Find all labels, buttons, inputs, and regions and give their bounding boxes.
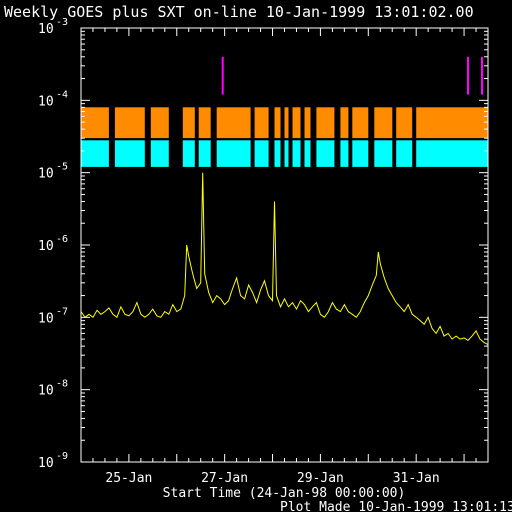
y-tick-label-3: 10 [38, 239, 54, 254]
sxt-band-1-segment-0 [81, 140, 109, 167]
y-tick-exponent-6: -9 [56, 451, 68, 462]
x-tick-label-0: 25-Jan [105, 471, 152, 486]
sxt-band-1-segment-12 [340, 140, 349, 167]
sxt-band-1-segment-9 [292, 140, 301, 167]
sxt-band-1-segment-5 [216, 140, 251, 167]
sxt-band-1-segment-14 [374, 140, 393, 167]
x-tick-label-1: 27-Jan [201, 471, 248, 486]
sxt-band-1-segment-7 [274, 140, 281, 167]
sxt-band-1-segment-4 [198, 140, 211, 167]
y-tick-label-5: 10 [38, 384, 54, 399]
sxt-band-0-segment-14 [374, 107, 393, 139]
x-axis-label: Start Time (24-Jan-98 00:00:00) [163, 486, 406, 501]
sxt-band-1-segment-3 [182, 140, 195, 167]
sxt-band-0-segment-3 [182, 107, 195, 139]
sxt-band-0-segment-8 [284, 107, 289, 139]
x-tick-label-3: 31-Jan [393, 471, 440, 486]
sxt-band-0-segment-0 [81, 107, 109, 139]
sxt-band-0-segment-7 [274, 107, 281, 139]
sxt-band-0-segment-5 [216, 107, 251, 139]
plot-frame [80, 27, 489, 463]
sxt-band-0-segment-6 [254, 107, 269, 139]
y-tick-exponent-3: -6 [56, 234, 68, 245]
sxt-band-0-segment-12 [340, 107, 349, 139]
sxt-coverage-bands [81, 107, 488, 167]
sxt-band-1-segment-1 [114, 140, 145, 167]
sxt-band-0-segment-11 [316, 107, 335, 139]
goes-flux-line [80, 172, 489, 346]
x-axis: 25-Jan 27-Jan 29-Jan 31-Jan [80, 28, 489, 486]
sxt-band-1-segment-8 [284, 140, 289, 167]
sxt-band-1-segment-13 [352, 140, 369, 167]
sxt-band-1-segment-15 [396, 140, 413, 167]
sxt-band-0-segment-4 [198, 107, 211, 139]
flare-markers [221, 56, 483, 95]
sxt-band-0-segment-15 [396, 107, 413, 139]
sxt-band-0-segment-9 [292, 107, 301, 139]
y-tick-label-2: 10 [38, 167, 54, 182]
y-tick-exponent-1: -4 [56, 89, 68, 100]
y-tick-exponent-2: -5 [56, 162, 68, 173]
plot-made-footer: Plot Made 10-Jan-1999 13:01:13 [280, 500, 512, 512]
sxt-band-1-segment-10 [304, 140, 311, 167]
sxt-band-1-segment-6 [254, 140, 269, 167]
sxt-band-0-segment-1 [114, 107, 145, 139]
sxt-band-0-segment-10 [304, 107, 311, 139]
sxt-band-1-segment-11 [316, 140, 335, 167]
y-tick-exponent-5: -8 [56, 379, 68, 390]
sxt-band-1-segment-16 [416, 140, 488, 167]
x-tick-label-2: 29-Jan [297, 471, 344, 486]
y-tick-exponent-0: -3 [56, 17, 68, 28]
y-tick-label-1: 10 [38, 94, 54, 109]
sxt-band-0-segment-13 [352, 107, 369, 139]
y-tick-label-0: 10 [38, 22, 54, 37]
sxt-band-0-segment-2 [150, 107, 169, 139]
sxt-band-1-segment-2 [150, 140, 169, 167]
y-tick-label-6: 10 [38, 456, 54, 471]
sxt-band-0-segment-16 [416, 107, 488, 139]
y-tick-exponent-4: -7 [56, 306, 68, 317]
y-tick-label-4: 10 [38, 311, 54, 326]
y-axis: 10-310-410-510-610-710-810-9 [38, 17, 488, 471]
chart-title: Weekly GOES plus SXT on-line 10-Jan-1999… [4, 3, 474, 21]
